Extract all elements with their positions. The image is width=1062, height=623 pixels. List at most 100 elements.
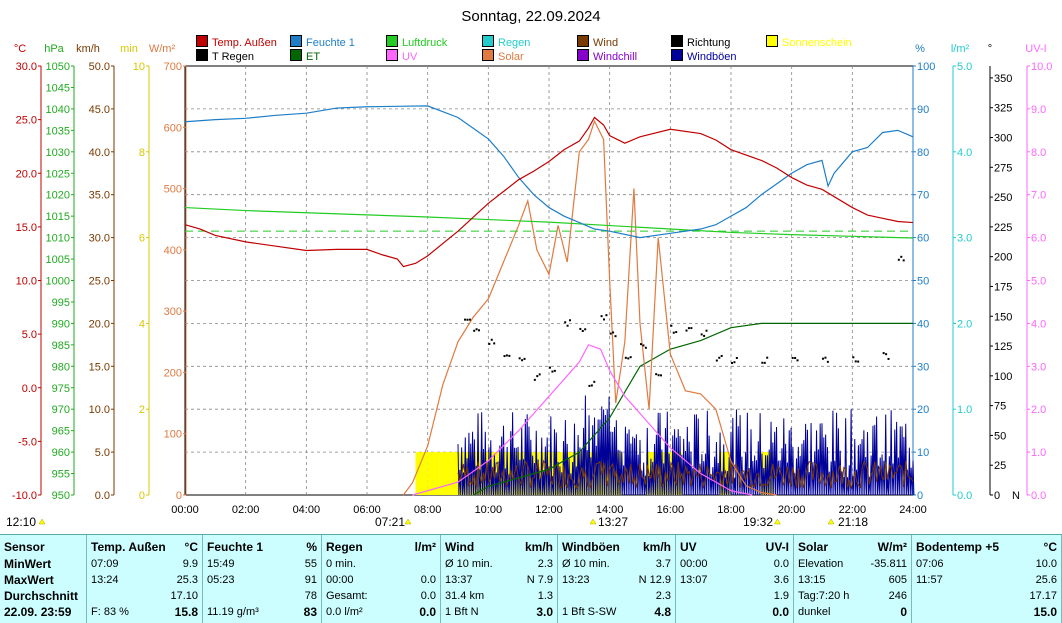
uv-unit: UV-I [1025, 43, 1046, 55]
rain-tick: 2.0 [957, 318, 972, 330]
table-cell-row: Ø 10 min. 3.7 [562, 556, 671, 572]
table-cell-row: 13:15 605 [798, 572, 907, 588]
uv-tick: 6.0 [1031, 233, 1046, 245]
uv-tick: 9.0 [1031, 104, 1046, 116]
time-tick: 10:00 [475, 504, 503, 516]
sun-tick: 8 [139, 147, 145, 159]
direction-dot [715, 359, 718, 362]
solar-tick: 100 [164, 429, 182, 441]
series-temp [184, 116, 914, 268]
cell-value: 0.0 [773, 558, 789, 570]
pressure-tick: 1025 [46, 168, 70, 180]
direction-dot [629, 356, 632, 359]
cell-value: 83 [303, 605, 317, 619]
direction-dot [897, 258, 900, 261]
column-unit: % [306, 540, 317, 554]
temp-tick: 25.0 [16, 115, 37, 127]
rain-tick: 4.0 [957, 147, 972, 159]
legend-label: Solar [498, 51, 524, 63]
legend-label: Luftdruck [402, 37, 448, 49]
solar-unit: W/m² [149, 43, 176, 55]
direction-dot [536, 375, 539, 378]
legend-item: Luftdruck [386, 35, 447, 50]
table-cell-row: dunkel 0 [798, 604, 907, 620]
cell-label: Elevation [798, 558, 844, 570]
cell-label: 00:00 [680, 558, 708, 570]
direction-dot [593, 380, 596, 383]
legend-swatch [766, 35, 778, 47]
time-tick: 18:00 [717, 504, 745, 516]
series-uv [412, 344, 753, 496]
column-unit: km/h [524, 540, 553, 554]
legend-label: Windböen [687, 51, 737, 63]
table-cell-row: 07:09 9.9 [91, 556, 198, 572]
series-luftdruck [184, 206, 914, 239]
cell-value: 91 [304, 574, 317, 586]
direction-dot [642, 344, 645, 347]
legend-item: Regen [482, 35, 530, 50]
legend-item: Windchill [577, 49, 637, 64]
wind-tick: 10.0 [89, 404, 110, 416]
direction-dot [685, 329, 688, 332]
table-cell-row: 11.19 g/m³ 83 [207, 604, 317, 620]
direction-tick: 200 [994, 252, 1012, 264]
humidity-tick: 30 [917, 361, 929, 373]
legend-label: UV [402, 51, 418, 63]
legend-label: Windchill [593, 51, 638, 63]
direction-dot [614, 335, 617, 338]
solar-noon-label: 13:27 [598, 515, 629, 529]
rain-tick: 3.0 [957, 233, 972, 245]
temp-tick: 5.0 [22, 329, 37, 341]
time-tick: 08:00 [414, 504, 442, 516]
pressure-tick: 955 [52, 469, 70, 481]
cell-value: 25.6 [1035, 574, 1057, 586]
uv-tick: 5.0 [1031, 276, 1046, 288]
direction-dot [569, 319, 572, 322]
series-solar [402, 119, 777, 496]
direction-dot [488, 342, 491, 345]
table-cell-row: 13:24 25.3 [91, 572, 198, 588]
direction-dot [579, 327, 582, 330]
legend-swatch [386, 49, 398, 61]
direction-dot [566, 324, 569, 327]
direction-dot [612, 331, 615, 334]
direction-dot [902, 259, 905, 262]
wind-tick: 30.0 [89, 233, 110, 245]
table-cell-row: 13:37 N 7.9 [445, 572, 553, 588]
time-tick: 06:00 [353, 504, 381, 516]
cell-value: 17.10 [170, 590, 198, 602]
table-cell-row: 05:23 91 [207, 572, 317, 588]
time-tick: 20:00 [778, 504, 806, 516]
column-header: UV [680, 540, 697, 554]
table-cell-row: 31.4 km 1.3 [445, 588, 553, 604]
direction-dot [564, 321, 567, 324]
table-column: Regen l/m² 0 min. 00:00 0.0 Gesamt: 0.0 0.0 l/m… [322, 535, 441, 623]
legend-item: T Regen [196, 49, 254, 64]
table-cell-row: 00:00 0.0 [326, 572, 436, 588]
cell-value: 15.0 [1033, 605, 1057, 619]
pressure-tick: 1045 [46, 82, 70, 94]
legend-swatch [290, 35, 302, 47]
cell-value: 2.3 [655, 590, 671, 602]
direction-dot [533, 378, 536, 381]
cell-value: 605 [888, 574, 907, 586]
direction-tick: 225 [994, 222, 1012, 234]
direction-dot [644, 346, 647, 349]
cell-label: 00:00 [326, 574, 354, 586]
direction-tick: 300 [994, 133, 1012, 145]
direction-dot [675, 331, 678, 334]
direction-dot [508, 354, 511, 357]
cell-value: 0.0 [420, 574, 436, 586]
direction-unit: ° [988, 43, 992, 55]
table-cell-row: 17.17 [916, 588, 1057, 604]
cell-label: dunkel [798, 606, 831, 618]
cell-label: 13:15 [798, 574, 826, 586]
event-marker-icon [773, 518, 781, 525]
direction-tick: 325 [994, 103, 1012, 115]
stats-table: Sensor MinWert MaxWert Durchschnitt 22.09. 2… [0, 534, 1062, 623]
pressure-tick: 1010 [46, 233, 70, 245]
legend-item: Windböen [671, 49, 737, 64]
direction-dot [882, 352, 885, 355]
solar-tick: 200 [164, 367, 182, 379]
column-unit: km/h [642, 540, 671, 554]
